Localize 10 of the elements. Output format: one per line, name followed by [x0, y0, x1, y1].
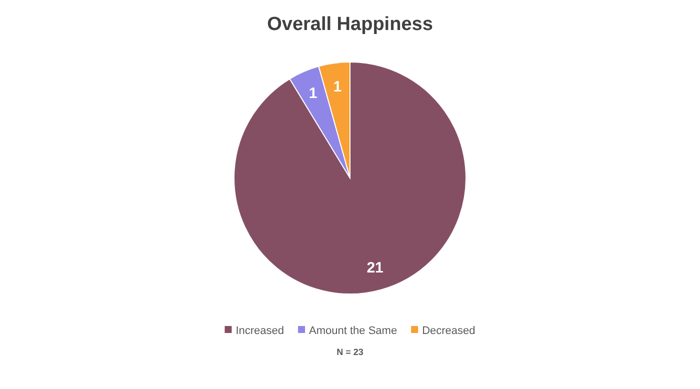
chart-title: Overall Happiness: [267, 14, 433, 35]
pie-slice: [234, 62, 466, 294]
data-label: 1: [333, 78, 342, 96]
pie-slice: [289, 66, 350, 178]
legend-label: Increased: [236, 324, 284, 337]
data-label: 1: [308, 85, 318, 102]
data-label: 21: [366, 260, 384, 277]
legend-label: Amount the Same: [309, 324, 398, 337]
text: N = 23: [336, 347, 364, 357]
legend-label: Decreased: [422, 324, 476, 337]
